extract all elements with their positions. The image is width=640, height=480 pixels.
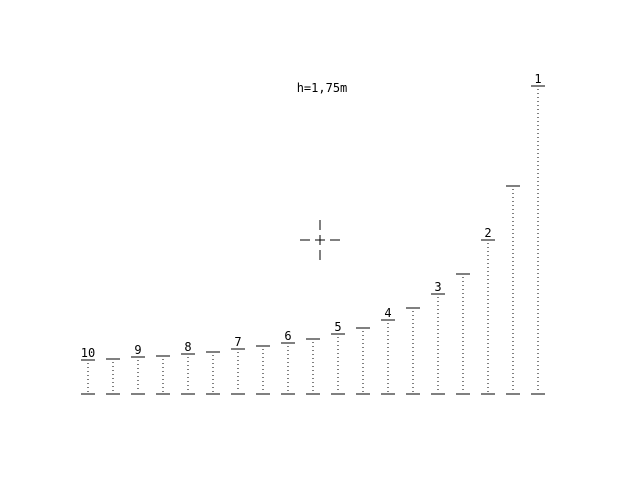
distance-label-2: 2 bbox=[484, 226, 491, 240]
stadia-marks bbox=[81, 85, 545, 392]
distance-label-10: 10 bbox=[81, 346, 95, 360]
distance-labels: 10 9 8 7 6 5 4 3 2 1 bbox=[81, 72, 542, 360]
distance-label-4: 4 bbox=[384, 306, 391, 320]
height-label: h=1,75m bbox=[297, 81, 348, 95]
distance-label-7: 7 bbox=[234, 335, 241, 349]
distance-label-8: 8 bbox=[184, 340, 191, 354]
distance-label-6: 6 bbox=[284, 329, 291, 343]
distance-label-1: 1 bbox=[534, 72, 541, 86]
distance-label-9: 9 bbox=[134, 343, 141, 357]
crosshair-icon bbox=[300, 220, 340, 260]
distance-label-3: 3 bbox=[434, 280, 441, 294]
distance-label-5: 5 bbox=[334, 320, 341, 334]
